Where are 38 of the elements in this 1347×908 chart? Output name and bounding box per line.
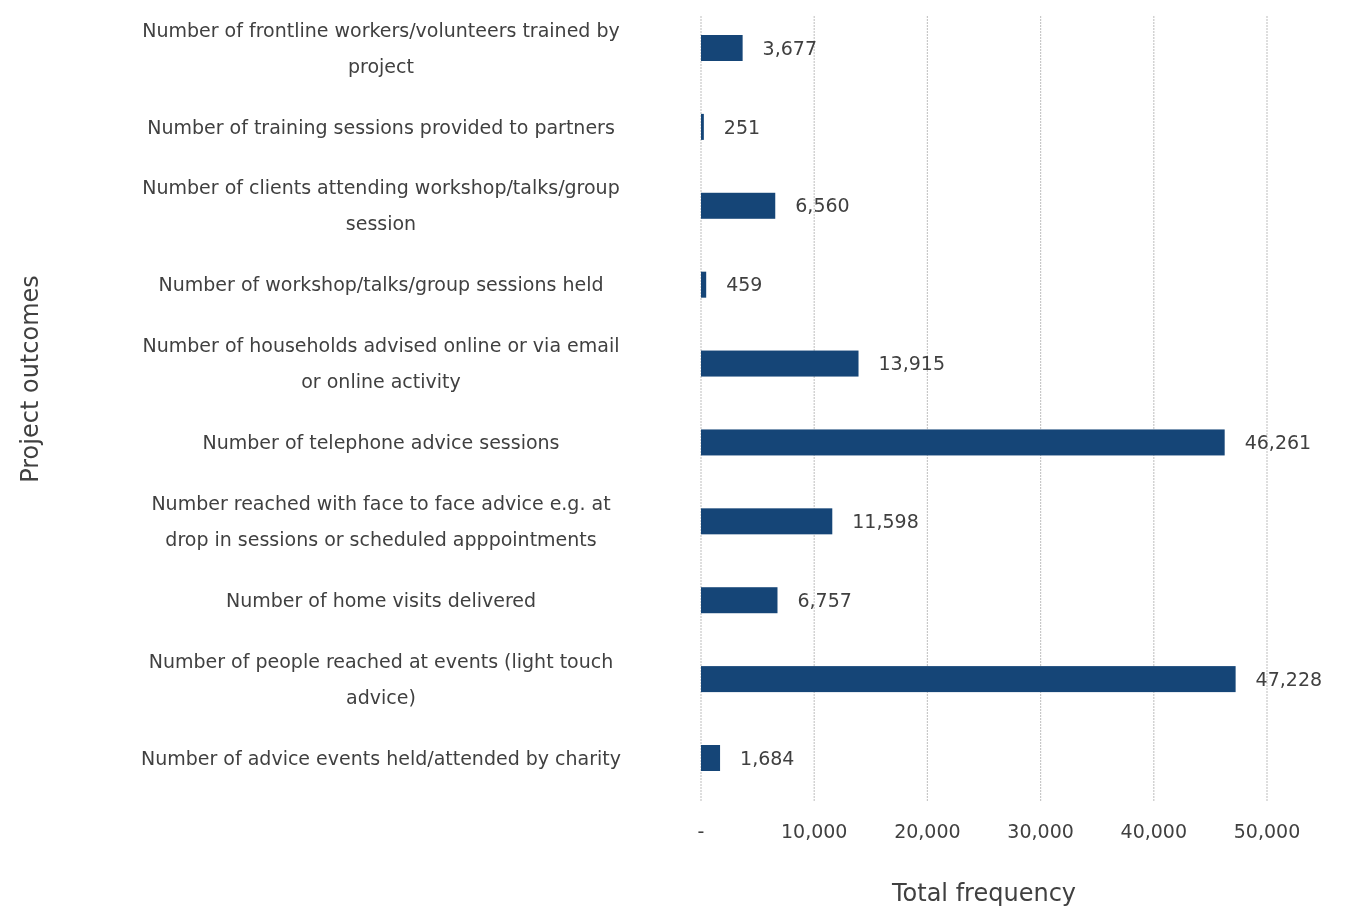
- data-label: 6,757: [797, 588, 852, 611]
- x-tick-label: 50,000: [1233, 820, 1301, 842]
- data-label: 1,684: [740, 746, 795, 769]
- y-tick-label: Number of training sessions provided to partners: [147, 115, 615, 138]
- y-tick-label: Number of home visits delivered: [225, 588, 537, 611]
- bar: [701, 271, 707, 298]
- bar: [701, 745, 721, 771]
- data-label: 47,228: [1255, 667, 1323, 690]
- bar: [701, 192, 776, 219]
- bar: [701, 113, 704, 140]
- y-tick-label: Number of households advised online or via email or online activity: [142, 334, 620, 393]
- x-tick-label: -: [697, 820, 705, 842]
- y-tick-label: Number reached with face to face advice e.g. at drop in sessions or scheduled apppointments: [151, 491, 611, 550]
- bar: [701, 666, 1236, 693]
- y-tick-label: Number of telephone advice sessions: [202, 431, 560, 454]
- data-label: 459: [726, 273, 763, 296]
- data-label: 3,677: [762, 36, 818, 59]
- data-label: 6,560: [795, 194, 850, 217]
- y-tick-label: Number of frontline workers/volunteers trained by project: [142, 18, 620, 77]
- bar: [701, 508, 833, 535]
- bar: [701, 35, 743, 61]
- bar: [701, 350, 859, 377]
- data-label: 46,261: [1244, 431, 1312, 454]
- bar: [701, 429, 1225, 456]
- x-tick-label: 40,000: [1120, 820, 1188, 842]
- y-tick-label: Number of advice events held/attended by charity: [140, 746, 622, 769]
- x-axis-title: Total frequency: [890, 879, 1077, 907]
- y-axis-title: Project outcomes: [16, 275, 44, 483]
- data-label: 251: [723, 115, 761, 138]
- y-tick-label: Number of people reached at events (light touch advice): [148, 649, 614, 708]
- y-tick-label: Number of clients attending workshop/talks/group session: [142, 176, 620, 235]
- data-label: 13,915: [878, 352, 945, 375]
- x-tick-label: 30,000: [1007, 820, 1074, 842]
- bar: [701, 587, 778, 614]
- y-tick-label: Number of workshop/talks/group sessions held: [158, 273, 604, 296]
- data-label: 11,598: [852, 509, 919, 532]
- x-tick-label: 10,000: [780, 820, 848, 842]
- x-tick-label: 20,000: [894, 820, 961, 842]
